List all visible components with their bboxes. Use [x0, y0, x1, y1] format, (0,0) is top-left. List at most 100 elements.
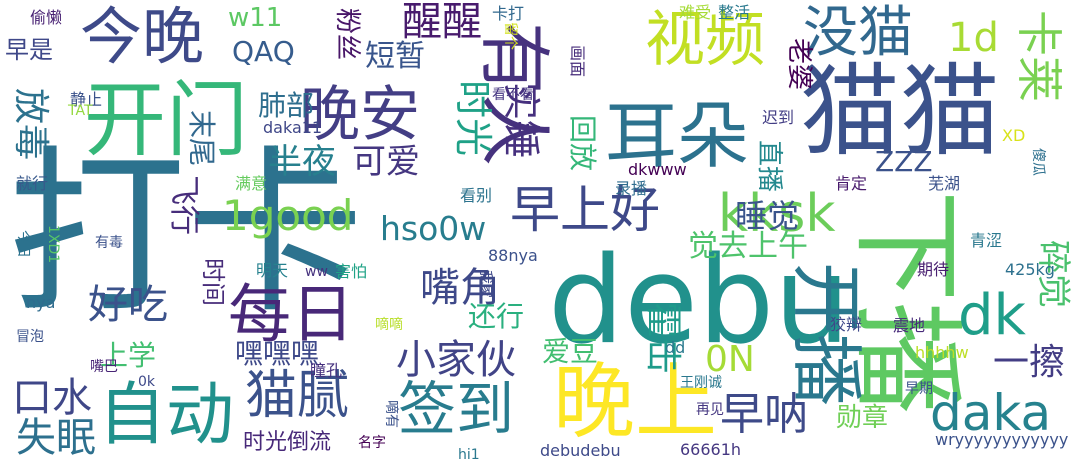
- word: 半夜: [268, 142, 336, 182]
- word: 有毒: [95, 235, 123, 251]
- word: nya: [26, 293, 56, 312]
- word: hi1: [458, 447, 480, 463]
- word: 粉丝: [332, 8, 362, 61]
- word: 勋章: [836, 403, 889, 433]
- word: 迟到: [762, 108, 795, 127]
- word: TAT: [68, 103, 93, 119]
- word: 每日: [228, 278, 354, 351]
- word: 口水: [12, 375, 92, 421]
- word: 我家: [477, 270, 493, 298]
- word: 再见: [696, 402, 724, 418]
- word: 一擦: [993, 342, 1066, 383]
- word: 时光: [451, 80, 495, 157]
- word: 爱豆: [542, 335, 599, 368]
- word: 偷懒: [30, 8, 63, 27]
- word: 满意: [235, 174, 268, 193]
- word: 自动: [98, 376, 235, 455]
- word: 打卡: [8, 130, 364, 337]
- word: 卡打: [492, 4, 525, 23]
- word: 期待: [917, 260, 950, 279]
- word: 芜湖: [928, 174, 961, 193]
- word: QAQ: [232, 35, 295, 68]
- word: 1XD1: [45, 225, 61, 264]
- word: 嘀有: [383, 400, 399, 428]
- word: 今晚: [80, 0, 205, 73]
- word: 开播: [784, 262, 868, 407]
- word: 看不看: [492, 87, 534, 103]
- word: 时光倒流: [243, 430, 332, 455]
- word: 留个: [502, 22, 518, 50]
- word: 狡辩: [830, 315, 863, 334]
- word: ZZZ: [875, 145, 933, 178]
- word: debu: [548, 232, 851, 371]
- word: 醒醒: [402, 0, 482, 45]
- word: dd: [665, 338, 686, 357]
- word: daka11: [263, 118, 323, 137]
- word: kksk: [718, 184, 836, 244]
- word: 画面: [568, 45, 587, 78]
- word: 名字: [358, 435, 386, 451]
- word: daka: [930, 384, 1052, 442]
- word: 小家伙: [396, 337, 516, 383]
- word: 整活: [718, 3, 751, 22]
- word: 王刚诚: [680, 375, 722, 391]
- word: 睡觉: [735, 197, 800, 235]
- word: 失眠: [16, 415, 96, 461]
- word: 开门: [84, 73, 249, 168]
- word: 好吃: [88, 282, 168, 328]
- word: 早期: [905, 381, 933, 397]
- word: 上学: [100, 339, 157, 372]
- word: 还行: [468, 300, 525, 333]
- word: 早是: [5, 36, 53, 64]
- word: 卡莱: [1012, 10, 1066, 102]
- word: dkwww: [628, 160, 687, 179]
- word: ww: [305, 264, 328, 280]
- word: 回放: [566, 115, 599, 172]
- word: 66661h: [680, 440, 742, 459]
- word: 直播: [754, 140, 784, 193]
- word: 傻瓜: [1030, 148, 1046, 176]
- word: 嘴角: [420, 265, 500, 311]
- word: 肺部: [258, 89, 315, 122]
- word: XD: [1002, 126, 1026, 145]
- word: 晚安: [300, 80, 420, 150]
- word: 晚上: [553, 355, 718, 450]
- word: 猫猫: [800, 53, 1000, 170]
- word: hso0w: [380, 209, 487, 248]
- word: 录播: [615, 179, 648, 198]
- word: 猫腻: [245, 366, 350, 426]
- word: 没猫: [803, 0, 914, 64]
- word: 时间: [199, 258, 227, 306]
- word: 短暂: [365, 39, 425, 74]
- word: 就行: [16, 174, 49, 193]
- word: 震地: [893, 316, 926, 335]
- word: 签到: [398, 375, 515, 443]
- word: 看别: [460, 186, 493, 205]
- word: 害怕: [335, 262, 368, 281]
- word: 冒泡: [16, 329, 44, 345]
- word: 静止: [70, 90, 103, 109]
- word: 视频: [645, 5, 765, 75]
- word: 飞行: [166, 175, 201, 235]
- word: debudebu: [540, 441, 621, 460]
- word: 肯定: [835, 174, 868, 193]
- word: 瞳孔: [310, 361, 343, 380]
- word: 青涩: [970, 231, 1003, 250]
- word: 嘴巴: [90, 359, 118, 375]
- word: 425kg: [1005, 260, 1055, 279]
- word: 可爱: [352, 142, 420, 182]
- word: 早呐: [720, 389, 808, 440]
- word: 难受: [679, 3, 712, 22]
- word: 明天: [256, 261, 289, 280]
- word: 1good: [222, 191, 354, 240]
- word: 耳朵: [605, 94, 750, 178]
- word: 今日: [15, 230, 31, 258]
- word: 嘀嘀: [375, 317, 403, 333]
- word: 0N: [705, 339, 755, 380]
- word: w11: [228, 3, 283, 33]
- word: 末尾: [185, 110, 218, 167]
- word: 0k: [138, 374, 156, 390]
- word: 1d: [948, 15, 999, 61]
- word: hhhhw: [915, 343, 969, 362]
